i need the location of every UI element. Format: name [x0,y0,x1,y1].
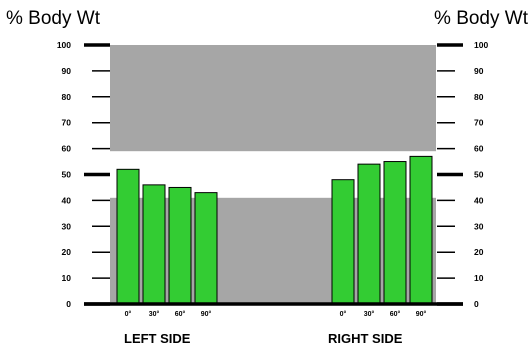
y-tick-label-left-20: 20 [62,247,72,257]
category-label-left-0: 0° [125,310,132,318]
y-tick-label-left-30: 30 [62,221,72,231]
y-tick-label-right-50: 50 [474,170,484,180]
category-label-left-2: 60° [175,310,186,318]
y-axis-label-right: % Body Wt [434,8,528,29]
y-tick-label-left-90: 90 [62,66,72,76]
bar-right-2 [383,161,407,305]
y-tick-label-right-10: 10 [474,273,484,283]
category-label-left-3: 90° [201,310,212,318]
bar-left-1 [142,184,166,305]
y-tick-label-left-50: 50 [62,170,72,180]
y-tick-label-left-0: 0 [66,299,71,309]
y-tick-label-left-10: 10 [62,273,72,283]
y-axis-label-left: % Body Wt [6,8,100,29]
y-tick-label-right-40: 40 [474,195,484,205]
y-tick-label-right-100: 100 [474,40,488,50]
y-tick-label-right-0: 0 [474,299,479,309]
y-tick-label-right-20: 20 [474,247,484,257]
bar-left-0 [116,168,140,305]
category-label-right-0: 0° [340,310,347,318]
y-tick-label-right-70: 70 [474,118,484,128]
category-label-right-3: 90° [416,310,427,318]
y-tick-label-left-100: 100 [57,40,71,50]
bar-right-1 [357,163,381,305]
y-tick-label-left-40: 40 [62,195,72,205]
y-tick-label-right-30: 30 [474,221,484,231]
y-tick-label-right-60: 60 [474,144,484,154]
y-tick-label-right-80: 80 [474,92,484,102]
category-label-right-1: 30° [364,310,375,318]
bar-right-0 [331,179,355,305]
reference-band-1 [110,45,436,152]
y-tick-label-left-80: 80 [62,92,72,102]
bar-left-3 [194,192,218,305]
bar-right-3 [409,155,433,305]
category-label-right-2: 60° [390,310,401,318]
y-tick-label-left-60: 60 [62,144,72,154]
y-tick-label-right-90: 90 [474,66,484,76]
group-label-right-side: RIGHT SIDE [328,331,403,346]
category-label-left-1: 30° [149,310,160,318]
y-tick-label-left-70: 70 [62,118,72,128]
group-label-left-side: LEFT SIDE [124,331,191,346]
bar-left-2 [168,186,192,305]
